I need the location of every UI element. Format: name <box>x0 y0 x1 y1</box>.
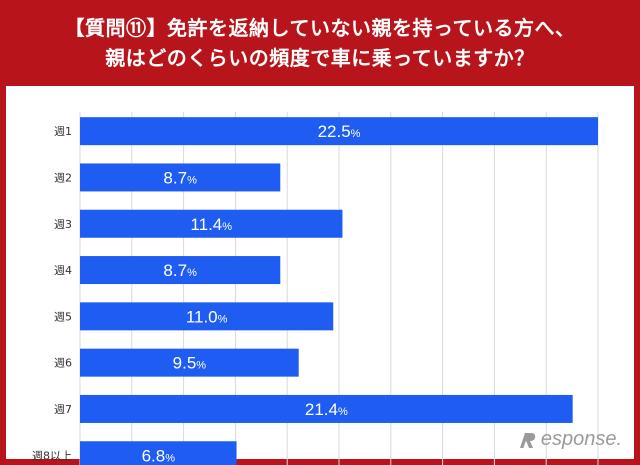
response-logo-mark-icon <box>519 432 535 448</box>
response-logo: esponse. <box>517 428 622 451</box>
data-label: 11.0% <box>186 307 228 326</box>
bar <box>80 209 343 238</box>
bar <box>80 302 334 331</box>
bar <box>80 394 573 423</box>
category-label: 週5 <box>54 310 72 323</box>
bar <box>80 117 598 146</box>
data-label: 9.5% <box>173 354 207 373</box>
category-label: 週3 <box>54 218 72 231</box>
data-label: 8.7% <box>163 261 197 280</box>
data-label: 11.4% <box>190 215 232 234</box>
chart-title: 【質問⑪】免許を返納していない親を持っている方へ、 親はどのくらいの頻度で車に乗… <box>0 0 640 86</box>
data-label: 21.4% <box>305 400 348 419</box>
category-label: 週1 <box>54 125 72 138</box>
category-label: 週7 <box>54 403 72 416</box>
title-line-1: 【質問⑪】免許を返納していない親を持っている方へ、 <box>64 16 576 40</box>
bar <box>80 256 281 285</box>
response-logo-text: esponse. <box>540 428 622 450</box>
title-line-2: 親はどのくらいの頻度で車に乗っていますか？ <box>105 46 535 70</box>
data-label: 8.7% <box>163 168 197 187</box>
category-label: 週6 <box>54 357 72 370</box>
category-label: 週2 <box>54 171 72 184</box>
category-label: 週4 <box>54 264 72 277</box>
data-label: 22.5% <box>318 122 361 141</box>
bar <box>80 348 299 377</box>
data-label: 6.8% <box>142 446 176 465</box>
bar <box>80 441 237 465</box>
category-label: 週8以上 <box>32 449 72 462</box>
bar <box>80 163 281 192</box>
